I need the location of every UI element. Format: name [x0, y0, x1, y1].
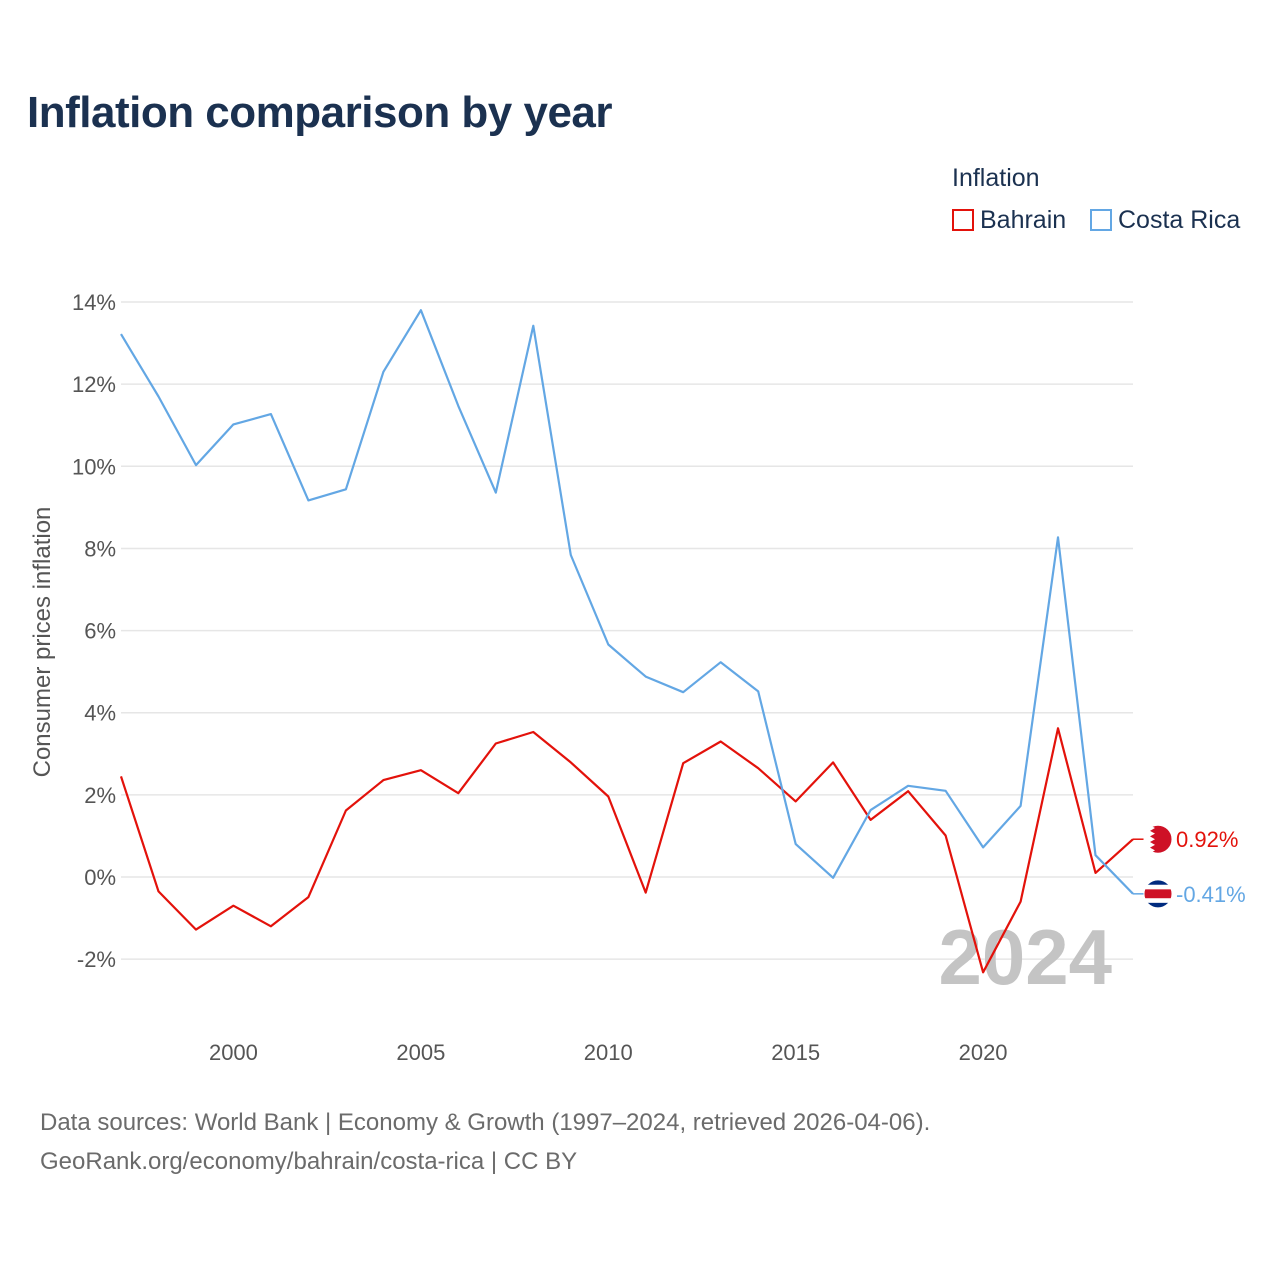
- series-line-bahrain: [119, 727, 1134, 974]
- gridlines: [121, 301, 1133, 960]
- end-value-label: -0.41%: [1176, 882, 1246, 907]
- year-watermark: 2024: [938, 913, 1112, 1001]
- x-tick-label: 2010: [584, 1040, 633, 1065]
- x-tick-label: 2000: [209, 1040, 258, 1065]
- y-tick-label: 2%: [84, 783, 116, 808]
- y-tick-label: 12%: [72, 372, 116, 397]
- legend-item-bahrain[interactable]: Bahrain: [952, 206, 1066, 234]
- x-tick-label: 2005: [396, 1040, 445, 1065]
- x-tick-label: 2015: [771, 1040, 820, 1065]
- source-url: GeoRank.org/economy/bahrain/costa-rica |…: [40, 1148, 578, 1175]
- flag-fill: [1144, 879, 1172, 908]
- legend-swatch-bahrain: [952, 209, 974, 231]
- flag-stripe: [1144, 902, 1172, 908]
- legend-swatch-costa-rica: [1090, 209, 1112, 231]
- y-tick-label: 8%: [84, 536, 116, 561]
- legend-label-costa-rica: Costa Rica: [1118, 205, 1241, 234]
- y-tick-label: 14%: [72, 290, 116, 315]
- end-value-label: 0.92%: [1176, 827, 1238, 852]
- series-line-costa-rica: [120, 309, 1134, 895]
- flag-stripe: [1144, 898, 1172, 903]
- y-tick-label: 0%: [84, 865, 116, 890]
- costa-rica-flag-icon: [1143, 879, 1173, 909]
- flag-stripe: [1144, 889, 1172, 899]
- flag-border: [1143, 824, 1173, 854]
- bahrain-flag-icon: [1143, 824, 1173, 854]
- flag-fill: [1144, 825, 1172, 854]
- y-axis-ticks: 14% 12% 10% 8% 6% 4% 2% 0% -2%: [72, 290, 116, 972]
- y-tick-label: 10%: [72, 454, 116, 479]
- series-lines: [119, 309, 1134, 974]
- legend-label-bahrain: Bahrain: [980, 205, 1067, 234]
- legend-item-costa-rica[interactable]: Costa Rica: [1090, 206, 1240, 234]
- y-tick-label: 4%: [84, 701, 116, 726]
- flag-white: [1144, 825, 1155, 854]
- chart-title: Inflation comparison by year: [27, 88, 613, 137]
- x-tick-label: 2020: [959, 1040, 1008, 1065]
- series-end-markers: 0.92% -0.41%: [1133, 824, 1246, 909]
- y-tick-label: 6%: [84, 619, 116, 644]
- x-axis-ticks: 2000 2005 2010 2015 2020: [209, 1040, 1008, 1065]
- y-axis-label: Consumer prices inflation: [29, 507, 56, 778]
- legend-title: Inflation: [952, 164, 1040, 192]
- flag-stripe: [1144, 879, 1172, 885]
- flag-stripe: [1144, 884, 1172, 890]
- source-text: Data sources: World Bank | Economy & Gro…: [40, 1109, 931, 1136]
- flag-border: [1143, 879, 1173, 909]
- y-tick-label: -2%: [77, 947, 116, 972]
